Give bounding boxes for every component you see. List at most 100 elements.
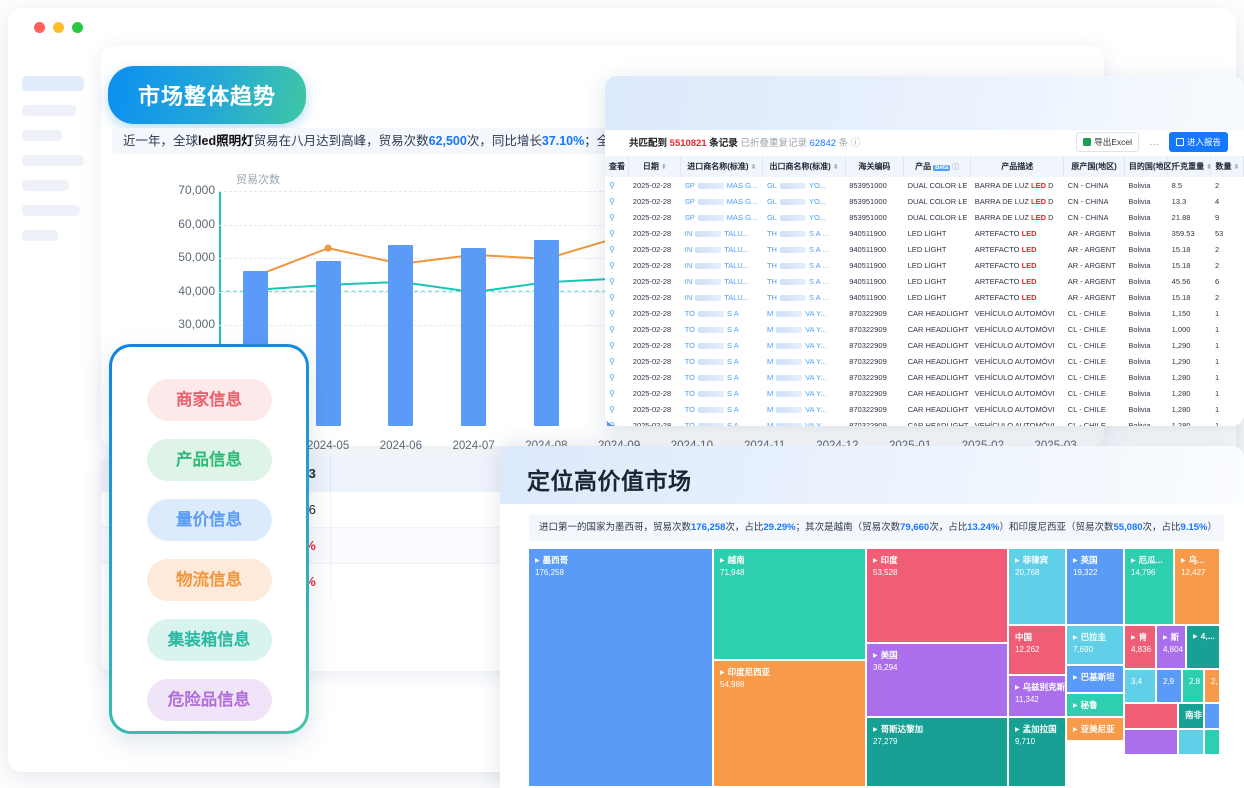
treemap-cell[interactable]: 菲律宾 20,768 (1009, 549, 1065, 624)
dimension-chip[interactable]: 量价信息 (146, 499, 272, 541)
enter-report-button[interactable]: 进入报告 (1168, 132, 1228, 152)
bar-column[interactable]: 2024-06 (365, 191, 438, 452)
sort-icon[interactable]: ⬍ (832, 164, 839, 171)
treemap-cell[interactable]: 巴基斯坦 (1067, 666, 1123, 692)
search-icon[interactable]: ⚲ (609, 260, 615, 270)
treemap-cell[interactable] (1205, 704, 1219, 728)
sort-icon[interactable]: ⬍ (660, 164, 667, 171)
treemap-cell[interactable] (1179, 730, 1203, 754)
treemap-cell[interactable]: 印度 53,528 (867, 549, 1007, 642)
info-icon[interactable]: ⓘ (952, 164, 960, 171)
treemap-cell-label: 哥斯达黎加 (873, 723, 1001, 735)
table-row[interactable]: ⚲ 2025-02-28 SP MAS G... GL YO... 853951000 DUA… (605, 193, 1244, 209)
treemap-cell[interactable]: 美国 36,294 (867, 644, 1007, 716)
treemap-cell[interactable]: 乌兹别克斯坦 11,342 (1009, 676, 1065, 716)
search-icon[interactable]: ⚲ (609, 212, 615, 222)
search-icon[interactable]: ⚲ (609, 196, 615, 206)
treemap-cell[interactable]: 墨西哥 176,258 (529, 549, 712, 786)
export-excel-button[interactable]: 导出Excel (1076, 132, 1139, 152)
maximize-window-button[interactable] (72, 22, 83, 33)
treemap-cell[interactable]: 亚美尼亚 (1067, 718, 1123, 740)
records-column-header[interactable]: 千克重量 ⬍ (1167, 156, 1213, 177)
treemap-cell[interactable]: 秘鲁 (1067, 694, 1123, 716)
close-window-button[interactable] (34, 22, 45, 33)
records-column-header[interactable]: 出口商名称(标准) ⬍ (762, 156, 846, 177)
date-cell: 2025-02-28 (632, 212, 672, 222)
treemap-cell[interactable]: 孟加拉国 9,710 (1009, 718, 1065, 786)
search-icon[interactable]: ⚲ (609, 180, 615, 190)
treemap-cell[interactable]: 4,... (1187, 626, 1219, 668)
treemap-cell[interactable]: 印度尼西亚 54,988 (714, 661, 865, 786)
table-row[interactable]: ⚲ 2025-02-28 TO S A M VA Y... 870322909 CAR HEA… (605, 305, 1244, 321)
table-row[interactable]: ⚲ 2025-02-28 TO S A M VA Y... 870322909 CAR HEA… (605, 321, 1244, 337)
window-traffic-lights[interactable] (34, 22, 83, 33)
search-icon[interactable]: ⚲ (609, 276, 615, 286)
records-column-header[interactable]: 进口商名称(标准) ⬍ (680, 156, 764, 177)
table-row[interactable]: ⚲ 2025-02-28 TO S A M VA Y... 870322909 CAR HEA… (605, 417, 1244, 426)
treemap-cell[interactable]: 2,8 (1183, 670, 1203, 702)
search-icon[interactable]: ⚲ (609, 244, 615, 254)
sort-icon[interactable]: ⬍ (750, 164, 757, 171)
dimension-chip[interactable]: 物流信息 (146, 559, 272, 601)
records-column-header[interactable]: 日期 ⬍ (628, 156, 682, 177)
table-row[interactable]: ⚲ 2025-02-28 TO S A M VA Y... 870322909 CAR HEA… (605, 401, 1244, 417)
treemap-cell[interactable] (1125, 730, 1177, 754)
treemap-cell[interactable]: 乌... 12,427 (1175, 549, 1219, 624)
dimension-chip[interactable]: 集装箱信息 (146, 619, 272, 661)
table-row[interactable]: ⚲ 2025-02-28 TO S A M VA Y... 870322909 CAR HEA… (605, 369, 1244, 385)
table-row[interactable]: ⚲ 2025-02-28 TO S A M VA Y... 870322909 CAR HEA… (605, 353, 1244, 369)
info-circle-icon[interactable]: ⓘ (850, 138, 861, 149)
search-icon[interactable]: ⚲ (609, 228, 615, 238)
search-icon[interactable]: ⚲ (609, 404, 615, 414)
table-row[interactable]: ⚲ 2025-02-28 TO S A M VA Y... 870322909 CAR HEA… (605, 337, 1244, 353)
table-row[interactable]: ⚲ 2025-02-28 IN TALU... TH S A ... 940511900 LE… (605, 257, 1244, 273)
search-icon[interactable]: ⚲ (609, 292, 615, 302)
sort-icon[interactable]: ⬍ (1206, 164, 1213, 171)
table-row[interactable]: ⚲ 2025-02-28 SP MAS G... GL YO... 853951000 DUA… (605, 177, 1244, 193)
dimension-chip[interactable]: 危险品信息 (146, 679, 272, 721)
treemap-cell[interactable]: 英国 19,322 (1067, 549, 1123, 624)
table-row[interactable]: ⚲ 2025-02-28 IN TALU... TH S A ... 940511900 LE… (605, 225, 1244, 241)
treemap-cell[interactable]: 哥斯达黎加 27,279 (867, 718, 1007, 786)
dimension-chip[interactable]: 产品信息 (146, 439, 272, 481)
bar-column[interactable]: 2024-07 (437, 191, 510, 452)
records-column-header[interactable]: 数量 ⬍ (1210, 156, 1244, 177)
bar[interactable] (315, 260, 341, 426)
treemap-cell[interactable]: 厄瓜... 14,796 (1125, 549, 1173, 624)
search-icon[interactable]: ⚲ (609, 388, 615, 398)
treemap-cell[interactable]: 肯 4,836 (1125, 626, 1155, 668)
bar[interactable] (388, 245, 414, 426)
search-icon[interactable]: ⚲ (609, 372, 615, 382)
treemap-cell[interactable]: 中国 12,262 (1009, 626, 1065, 674)
bar-column[interactable]: 2024-05 (292, 191, 365, 452)
search-icon[interactable]: ⚲ (609, 324, 615, 334)
table-row[interactable]: ⚲ 2025-02-28 TO S A M VA Y... 870322909 CAR HEA… (605, 385, 1244, 401)
table-row[interactable]: ⚲ 2025-02-28 IN TALU... TH S A ... 940511900 LE… (605, 241, 1244, 257)
table-row[interactable]: ⚲ 2025-02-28 IN TALU... TH S A ... 940511900 LE… (605, 289, 1244, 305)
treemap-cell[interactable] (1205, 730, 1219, 754)
treemap-cell[interactable]: 3,4 (1125, 670, 1155, 702)
treemap-cell[interactable]: 2,9 (1157, 670, 1181, 702)
more-options-button[interactable]: … (1148, 136, 1159, 148)
bar-column[interactable]: 2024-08 (510, 191, 583, 452)
market-treemap[interactable]: 墨西哥 176,258 越南 71,948 印度尼西亚 54,988 印度 53,528 美国 3… (529, 549, 1219, 786)
treemap-cell[interactable]: 南非 (1179, 704, 1203, 728)
search-icon[interactable]: ⚲ (609, 356, 615, 366)
records-table-wrapper[interactable]: 查看 日期 ⬍ 进口商名称(标准) ⬍ 出口商名称(标准) ⬍ 海关编码 产品 Beta ⓘ 产品描述… (605, 156, 1244, 426)
dimension-chip[interactable]: 商家信息 (146, 379, 272, 421)
treemap-cell[interactable]: 巴拉圭 7,690 (1067, 626, 1123, 664)
search-icon[interactable]: ⚲ (609, 340, 615, 350)
minimize-window-button[interactable] (53, 22, 64, 33)
table-row[interactable]: ⚲ 2025-02-28 SP MAS G... GL YO... 853951000 DUA… (605, 209, 1244, 225)
table-row[interactable]: ⚲ 2025-02-28 IN TALU... TH S A ... 940511900 LE… (605, 273, 1244, 289)
treemap-cell[interactable]: 斯 4,804 (1157, 626, 1185, 668)
sort-icon[interactable]: ⬍ (1233, 164, 1240, 171)
treemap-cell[interactable]: 越南 71,948 (714, 549, 865, 659)
search-icon[interactable]: ⚲ (609, 420, 615, 427)
treemap-cell[interactable]: 2, (1205, 670, 1219, 702)
search-icon[interactable]: ⚲ (609, 308, 615, 318)
bar[interactable] (533, 239, 559, 426)
treemap-cell[interactable] (1125, 704, 1177, 728)
view-cell: ⚲ (605, 353, 629, 369)
bar[interactable] (461, 248, 487, 426)
